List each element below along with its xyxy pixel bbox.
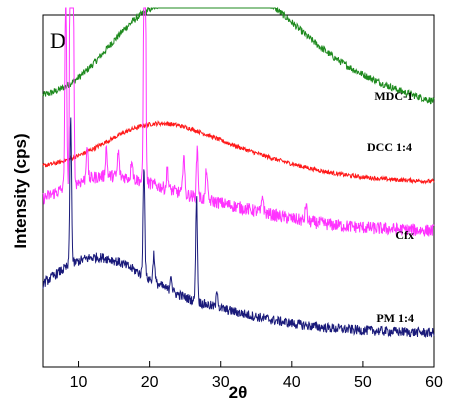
- series-label: PM 1:4: [376, 311, 414, 325]
- series-label: MDC-1: [374, 89, 413, 103]
- series-label: DCC 1:4: [367, 140, 412, 154]
- x-tick-label: 50: [354, 374, 372, 391]
- series-line-cfx: [42, 7, 435, 237]
- x-axis-title: 2θ: [229, 383, 248, 402]
- series-line-mdc-1: [42, 6, 435, 105]
- x-tick-label: 60: [425, 374, 443, 391]
- series-label: Cfx: [395, 228, 414, 242]
- y-axis-title: Intensity (cps): [11, 133, 30, 248]
- series-line-pm-1-4: [42, 117, 435, 339]
- series-line-dcc-1-4: [42, 120, 435, 185]
- plot-frame: [42, 14, 435, 368]
- x-tick-label: 40: [283, 374, 301, 391]
- x-tick-label: 30: [212, 374, 230, 391]
- series-layer: MDC-1 DCC 1:4 Cfx PM 1:4: [42, 6, 435, 339]
- x-tick-label: 20: [141, 374, 159, 391]
- x-tick-label: 10: [70, 374, 88, 391]
- x-ticks: 10 20 30 40 50 60: [70, 361, 443, 391]
- panel-label: D: [50, 28, 66, 53]
